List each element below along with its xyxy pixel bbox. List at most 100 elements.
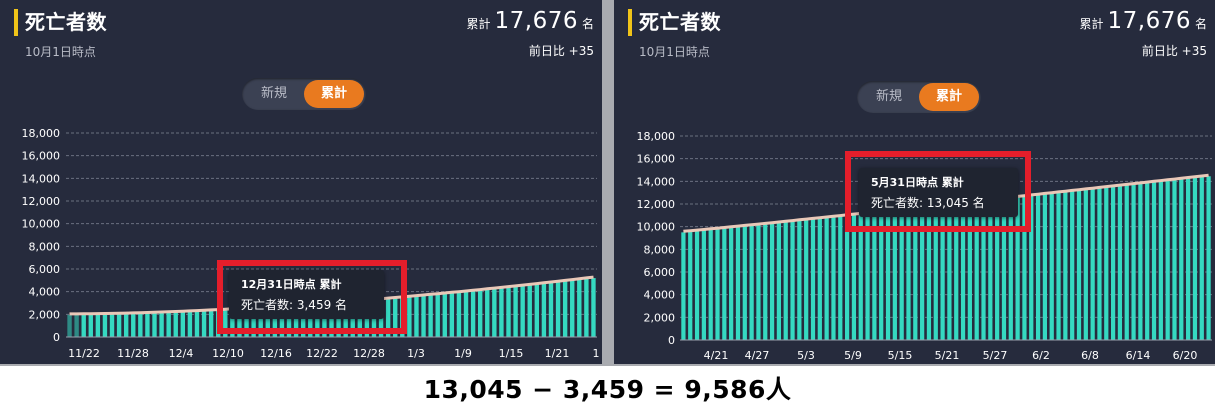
- bar: [201, 311, 207, 337]
- y-tick-label: 8,000: [644, 243, 676, 256]
- bar: [838, 216, 843, 340]
- total-label: 累計: [466, 17, 491, 31]
- bar: [1172, 180, 1177, 340]
- x-tick-label: 6/14: [1126, 349, 1151, 362]
- chart-tooltip: 12月31日時点 累計 死亡者数: 3,459 名: [229, 270, 384, 319]
- bar: [81, 314, 86, 337]
- y-tick-label: 12,000: [637, 198, 676, 211]
- y-tick-label: 16,000: [637, 153, 676, 166]
- bar: [681, 232, 686, 340]
- bar: [1131, 184, 1136, 340]
- x-tick-label: 5/15: [888, 349, 913, 362]
- toggle-cumulative[interactable]: 累計: [304, 80, 364, 108]
- day-over-day: 前日比 +35: [528, 44, 594, 58]
- card-title: 死亡者数: [25, 10, 107, 34]
- y-tick-label: 6,000: [644, 266, 676, 279]
- bar: [715, 229, 720, 340]
- as-of-date: 10月1日時点: [25, 45, 96, 59]
- y-tick-label: 16,000: [22, 150, 61, 163]
- bar: [251, 308, 256, 337]
- toggle-new[interactable]: 新規: [875, 89, 902, 104]
- y-tick-label: 10,000: [637, 221, 676, 234]
- tooltip-title: 12月31日時点 累計: [241, 278, 342, 291]
- bar: [244, 309, 249, 337]
- view-toggle: 新規 累計: [242, 78, 366, 110]
- bar: [913, 208, 918, 340]
- bar: [1124, 185, 1129, 340]
- y-tick-label: 14,000: [22, 172, 61, 185]
- bar: [548, 282, 554, 337]
- bar: [152, 313, 157, 337]
- bar: [1090, 189, 1095, 340]
- bar: [67, 314, 72, 337]
- bar: [223, 310, 228, 337]
- bar: [1029, 195, 1034, 340]
- bar: [858, 214, 863, 340]
- x-tick-label: 4/21: [704, 349, 729, 362]
- bar: [1192, 177, 1198, 340]
- total-value: 17,676: [1107, 8, 1191, 34]
- title-accent-bar: [628, 9, 632, 36]
- x-tick-label: 12/10: [212, 347, 244, 360]
- bar: [456, 292, 462, 337]
- day-over-day: 前日比 +35: [1141, 44, 1207, 58]
- bar: [926, 207, 932, 340]
- x-tick-label: 12/4: [169, 347, 194, 360]
- deaths-chart-left[interactable]: 0 2,000 4,000 6,000 8,000 10,000 12,000 14,000 1…: [0, 0, 602, 364]
- bar: [1063, 192, 1068, 340]
- bar: [981, 201, 986, 340]
- as-of-date: 10月1日時点: [639, 45, 710, 59]
- bar: [872, 212, 877, 340]
- bar: [1158, 181, 1163, 340]
- bar: [329, 303, 334, 337]
- x-tick-label: 12/22: [306, 347, 338, 360]
- bar: [584, 278, 589, 337]
- bar: [336, 303, 341, 337]
- bar: [1083, 189, 1088, 340]
- x-tick-label: 1/9: [454, 347, 472, 360]
- bar: [463, 291, 469, 337]
- bar: [562, 281, 568, 337]
- bar: [1070, 191, 1075, 340]
- total-unit: 名: [1194, 17, 1207, 31]
- x-tick-label: 1/3: [407, 347, 425, 360]
- y-tick-label: 6,000: [29, 263, 61, 276]
- x-tick-label: 5/21: [935, 349, 960, 362]
- bar: [315, 304, 320, 337]
- bar: [180, 312, 186, 337]
- x-tick-label: 4/27: [745, 349, 770, 362]
- toggle-new[interactable]: 新規: [260, 86, 287, 101]
- bar: [435, 294, 440, 337]
- y-tick-label: 0: [53, 331, 60, 344]
- difference-formula: 13,045 − 3,459 = 9,586人: [423, 375, 792, 404]
- bar: [272, 307, 278, 337]
- y-tick-label: 14,000: [637, 175, 676, 188]
- bar: [817, 218, 822, 340]
- x-tick-label: 12/16: [260, 347, 292, 360]
- bar: [1097, 188, 1102, 340]
- cumulative-total: 累計 17,676 名: [1079, 8, 1207, 34]
- toggle-cumulative[interactable]: 累計: [919, 83, 979, 111]
- bar: [1015, 197, 1020, 340]
- bar: [95, 314, 101, 337]
- deaths-card-left: 死亡者数 10月1日時点 累計 17,676 名 前日比 +35 新規 累計 0…: [0, 0, 602, 364]
- bar: [749, 225, 754, 340]
- bar: [449, 293, 455, 337]
- bar: [742, 226, 747, 340]
- tooltip-value: 死亡者数: 3,459 名: [241, 298, 348, 312]
- x-tick-label: 12/28: [353, 347, 385, 360]
- x-tick-label: 5/3: [797, 349, 815, 362]
- bar: [831, 217, 836, 340]
- bar: [988, 200, 993, 340]
- bar: [899, 210, 904, 340]
- bar: [265, 307, 270, 337]
- bar: [708, 229, 713, 340]
- bar: [1104, 187, 1109, 340]
- x-tick-label: 1: [593, 347, 600, 360]
- bar: [797, 220, 802, 340]
- highlight-box: [845, 151, 1031, 232]
- bar: [729, 227, 734, 340]
- bar: [1206, 176, 1211, 340]
- x-tick-label: 5/9: [844, 349, 862, 362]
- y-tick-label: 8,000: [29, 240, 61, 253]
